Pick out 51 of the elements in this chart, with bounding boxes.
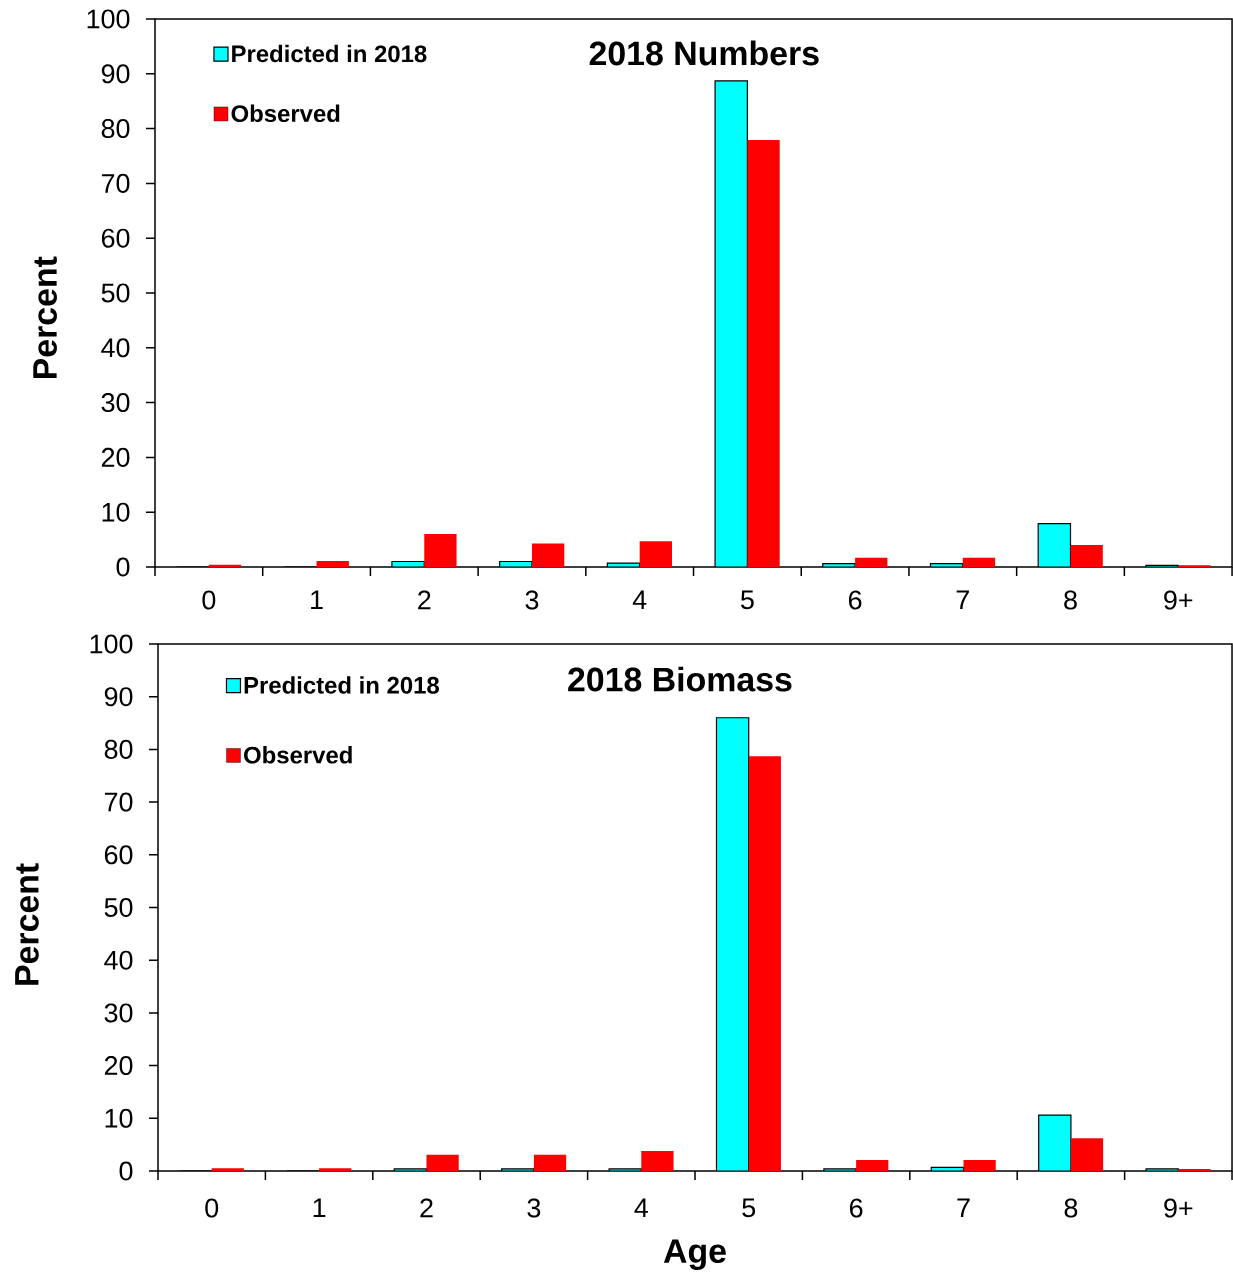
legend-label: Predicted in 2018: [244, 676, 439, 694]
y-tick-label: 60: [101, 228, 130, 248]
x-axis-title: Age: [663, 1239, 726, 1270]
x-tick-label: 2: [418, 590, 431, 610]
x-tick-label: 4: [634, 1198, 648, 1218]
text: 2018 Numbers: [589, 40, 819, 66]
x-tick-label: 4: [632, 590, 647, 610]
x-tick-label: 6: [849, 1198, 863, 1218]
y-tick-label: 100: [90, 634, 133, 654]
y-tick-label: 30: [104, 1003, 133, 1023]
y-tick-label: 80: [104, 739, 133, 759]
y-tick-label: 50: [101, 283, 130, 303]
x-tick-label: 3: [525, 590, 539, 610]
legend-label: Observed: [231, 104, 340, 123]
x-tick-label: 6: [848, 590, 862, 610]
x-tick-label: 0: [205, 1198, 219, 1218]
y-tick-label: 40: [101, 338, 130, 358]
x-tick-label: 8: [1064, 590, 1077, 610]
y-tick-label: 100: [87, 9, 130, 29]
x-tick-label: 2: [420, 1198, 433, 1218]
legend-label: Predicted in 2018: [232, 44, 427, 63]
y-tick-label: 0: [116, 557, 130, 577]
y-tick-label: 10: [102, 502, 130, 522]
x-tick-label: 5: [742, 1198, 756, 1218]
y-tick-label: 40: [104, 950, 133, 970]
y-tick-label: 30: [101, 393, 130, 413]
y-tick-label: 70: [104, 792, 133, 812]
y-tick-label: 50: [104, 897, 133, 918]
legend-label: Observed: [244, 746, 352, 764]
y-tick-label: 20: [101, 447, 130, 467]
x-tick-label: 7: [956, 590, 969, 610]
x-tick-label: 1: [311, 590, 323, 610]
y-tick-label: 70: [101, 173, 130, 193]
x-tick-label: 8: [1064, 1198, 1078, 1218]
y-axis-title: Percent: [15, 863, 39, 985]
x-tick-label: 9+: [1164, 590, 1193, 610]
y-tick-label: 90: [104, 687, 133, 707]
y-axis-title: Percent: [33, 256, 57, 379]
x-tick-label: 5: [740, 590, 754, 610]
x-tick-label: 7: [957, 1198, 970, 1218]
y-tick-label: 80: [101, 119, 130, 139]
y-tick-label: 20: [104, 1056, 133, 1076]
x-tick-label: 3: [527, 1198, 541, 1218]
y-tick-label: 10: [105, 1108, 133, 1128]
text: 2018 Biomass: [568, 666, 792, 692]
x-tick-label: 1: [313, 1198, 326, 1218]
x-tick-label: 0: [202, 590, 216, 610]
x-tick-label: 9+: [1164, 1198, 1193, 1218]
y-tick-label: 60: [104, 845, 133, 865]
y-tick-label: 90: [101, 64, 130, 84]
y-tick-label: 0: [119, 1161, 133, 1181]
